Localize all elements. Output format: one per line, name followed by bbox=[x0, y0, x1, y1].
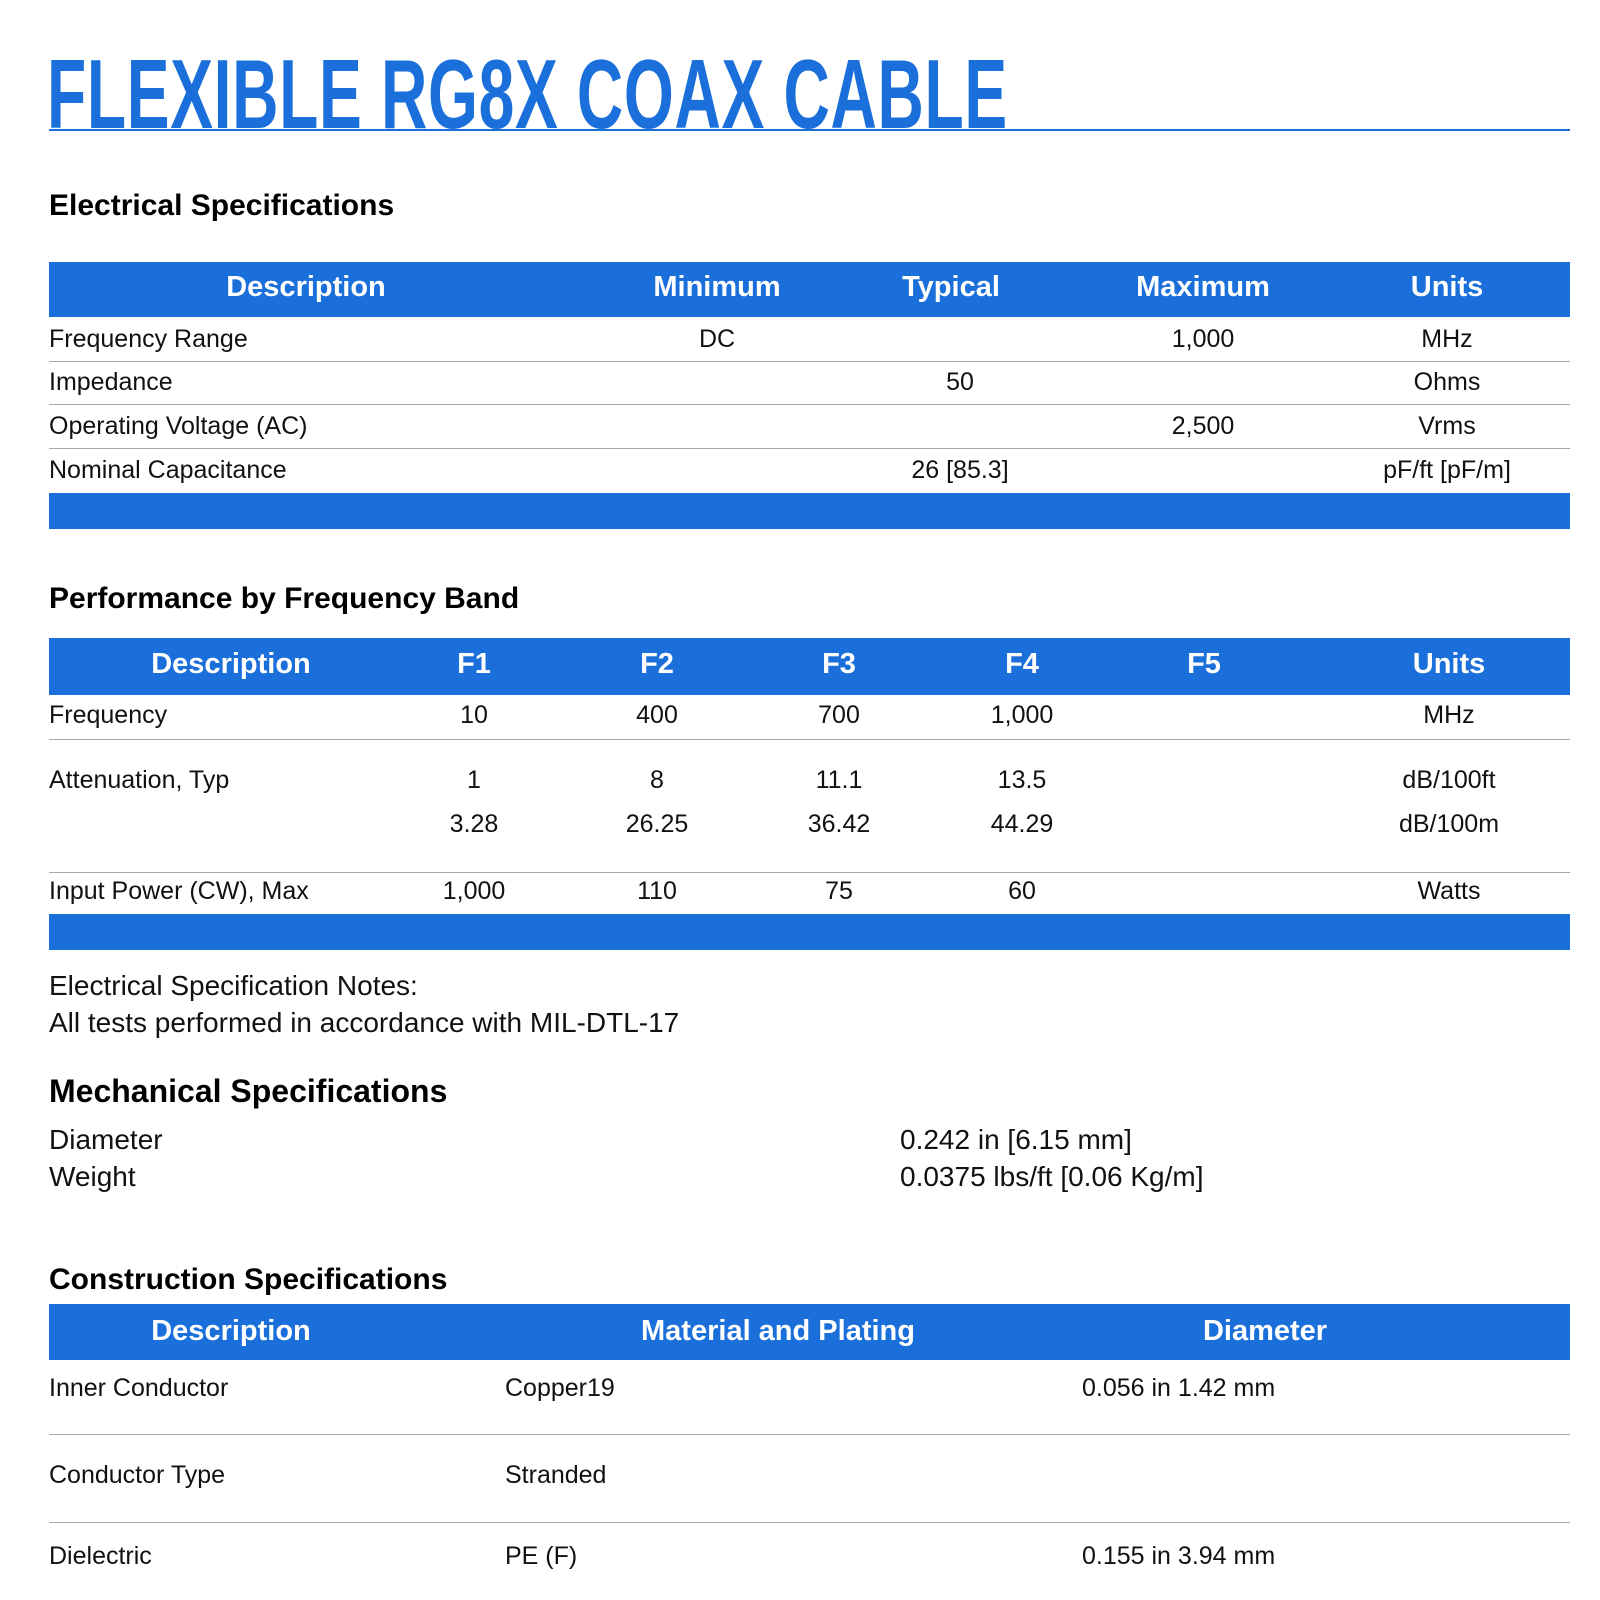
row-label: Input Power (CW), Max bbox=[49, 877, 309, 905]
row-label: Attenuation, Typ bbox=[49, 766, 230, 794]
table-cell: 13.5 bbox=[997, 766, 1047, 794]
table-cell: MHz bbox=[1421, 325, 1473, 353]
column-header: Description bbox=[226, 271, 386, 303]
column-header: Description bbox=[151, 648, 311, 680]
row-divider bbox=[49, 1434, 1570, 1435]
row-label: Frequency Range bbox=[49, 325, 248, 353]
performance-heading: Performance by Frequency Band bbox=[49, 582, 520, 615]
table-cell: 1,000 bbox=[990, 701, 1054, 729]
table-cell: 110 bbox=[637, 877, 677, 905]
table-cell: MHz bbox=[1423, 701, 1475, 729]
column-header: Description bbox=[151, 1315, 311, 1347]
electrical-table-footer-bar bbox=[49, 493, 1570, 529]
table-cell: 1,000 bbox=[442, 877, 506, 905]
table-cell: 8 bbox=[650, 766, 664, 794]
row-label: Inner Conductor bbox=[49, 1374, 229, 1402]
notes-heading: Electrical Specification Notes: bbox=[49, 970, 418, 1001]
table-cell: 26.25 bbox=[625, 810, 689, 838]
page-title: FLEXIBLE RG8X COAX CABLE bbox=[47, 39, 1008, 149]
table-cell: 50 bbox=[946, 368, 974, 396]
row-label: Dielectric bbox=[49, 1542, 152, 1570]
column-header: F3 bbox=[822, 648, 856, 680]
mech-label-weight: Weight bbox=[49, 1161, 136, 1192]
mech-label-diameter: Diameter bbox=[49, 1124, 163, 1155]
table-cell: 60 bbox=[1008, 877, 1036, 905]
column-header: F2 bbox=[640, 648, 674, 680]
column-header: F1 bbox=[457, 648, 491, 680]
table-cell: 26 [85.3] bbox=[911, 456, 1009, 484]
table-cell: 700 bbox=[818, 701, 860, 729]
column-header: Material and Plating bbox=[641, 1315, 915, 1347]
table-cell: 2,500 bbox=[1171, 412, 1235, 440]
table-cell: 75 bbox=[825, 877, 853, 905]
row-label: Operating Voltage (AC) bbox=[49, 412, 308, 440]
table-cell: Watts bbox=[1417, 877, 1481, 905]
mechanical-heading: Mechanical Specifications bbox=[49, 1073, 448, 1109]
title-underline bbox=[49, 129, 1570, 131]
row-label: Conductor Type bbox=[49, 1461, 226, 1489]
column-header: F4 bbox=[1005, 648, 1039, 680]
notes-text: All tests performed in accordance with M… bbox=[49, 1007, 680, 1038]
construction-heading: Construction Specifications bbox=[49, 1263, 448, 1296]
table-cell: Stranded bbox=[505, 1461, 607, 1489]
electrical-heading: Electrical Specifications bbox=[49, 189, 395, 222]
column-header: Units bbox=[1412, 648, 1486, 680]
column-header: Diameter bbox=[1202, 1315, 1328, 1347]
row-divider bbox=[49, 1522, 1570, 1523]
column-header: F5 bbox=[1187, 648, 1221, 680]
row-label: Nominal Capacitance bbox=[49, 456, 287, 484]
table-cell: 0.155 in 3.94 mm bbox=[1082, 1542, 1276, 1570]
table-cell: DC bbox=[698, 325, 736, 353]
performance-table-footer-bar bbox=[49, 914, 1570, 950]
row-divider bbox=[49, 739, 1570, 740]
table-cell: 1,000 bbox=[1171, 325, 1235, 353]
row-label: Impedance bbox=[49, 368, 173, 396]
table-cell: 44.29 bbox=[990, 810, 1054, 838]
row-divider bbox=[49, 361, 1570, 362]
construction-table-header bbox=[49, 1304, 1570, 1360]
column-header: Minimum bbox=[653, 271, 781, 303]
table-cell: Ohms bbox=[1413, 368, 1481, 396]
column-header: Typical bbox=[902, 271, 1000, 303]
row-divider bbox=[49, 448, 1570, 449]
table-cell: 10 bbox=[460, 701, 488, 729]
mech-value-weight: 0.0375 lbs/ft [0.06 Kg/m] bbox=[900, 1161, 1204, 1192]
performance-table-header bbox=[49, 638, 1570, 695]
table-cell: 11.1 bbox=[815, 766, 863, 794]
electrical-table-header bbox=[49, 262, 1570, 317]
table-cell: dB/100ft bbox=[1402, 766, 1496, 794]
table-cell: 3.28 bbox=[449, 810, 499, 838]
row-divider bbox=[49, 404, 1570, 405]
table-cell: 0.056 in 1.42 mm bbox=[1082, 1374, 1276, 1402]
table-cell: Copper19 bbox=[505, 1374, 615, 1402]
table-cell: pF/ft [pF/m] bbox=[1383, 456, 1511, 484]
table-cell: 36.42 bbox=[807, 810, 871, 838]
table-cell: 400 bbox=[636, 701, 678, 729]
row-label: Frequency bbox=[49, 701, 168, 729]
column-header: Maximum bbox=[1136, 271, 1270, 303]
table-cell: 1 bbox=[467, 766, 481, 794]
table-cell: dB/100m bbox=[1398, 810, 1500, 838]
table-cell: PE (F) bbox=[505, 1542, 578, 1570]
row-divider bbox=[49, 872, 1570, 873]
table-cell: Vrms bbox=[1418, 412, 1476, 440]
mech-value-diameter: 0.242 in [6.15 mm] bbox=[900, 1124, 1132, 1155]
column-header: Units bbox=[1410, 271, 1484, 303]
